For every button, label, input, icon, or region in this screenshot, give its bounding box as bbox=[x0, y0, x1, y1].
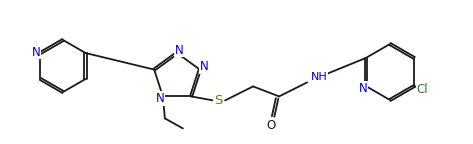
Text: S: S bbox=[214, 94, 222, 107]
Text: N: N bbox=[32, 46, 41, 58]
Text: N: N bbox=[200, 60, 208, 73]
Text: N: N bbox=[175, 43, 184, 56]
Text: N: N bbox=[156, 92, 164, 105]
Text: NH: NH bbox=[311, 72, 328, 82]
Text: O: O bbox=[266, 119, 276, 132]
Text: Cl: Cl bbox=[416, 83, 428, 95]
Text: N: N bbox=[359, 82, 367, 94]
